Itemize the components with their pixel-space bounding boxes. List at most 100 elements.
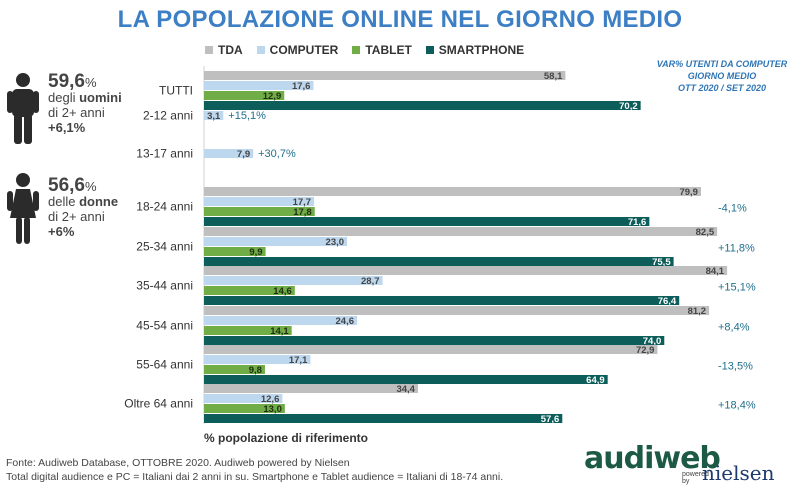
bar-tda-55-64-anni [204, 345, 658, 354]
data-label-tda-18-24-anni: 79,9 [679, 187, 698, 198]
data-label-tablet-55-64-anni: 9,8 [249, 365, 262, 376]
data-label-tablet-25-34-anni: 9,9 [249, 247, 262, 258]
legend-swatch-tablet [352, 46, 361, 54]
data-label-computer-2-12-anni: 3,1 [207, 111, 221, 122]
bar-smartphone-oltre-64-anni [204, 414, 563, 423]
legend-label-computer: COMPUTER [269, 43, 339, 57]
var-note: VAR% UTENTI DA COMPUTER GIORNO MEDIO OTT… [648, 58, 796, 94]
var-pct-2-12-anni: +15,1% [228, 110, 266, 122]
bar-tda-oltre-64-anni [204, 384, 418, 393]
bar-computer-45-54-anni [204, 316, 358, 325]
woman-icon [7, 173, 39, 244]
data-label-smartphone-35-44-anni: 76,4 [658, 296, 677, 307]
men-stat-value: 59,6 [48, 71, 85, 92]
bar-tda-tutti [204, 71, 566, 80]
bar-computer-oltre-64-anni [204, 394, 283, 403]
women-stat-age: di 2+ anni [48, 209, 105, 224]
data-label-tda-25-34-anni: 82,5 [696, 227, 715, 238]
men-stat-keyword: uomini [79, 90, 122, 105]
bar-tablet-oltre-64-anni [204, 404, 285, 413]
audiweb-nielsen-logo: audiweb powered by nielsen [584, 441, 784, 489]
var-pct-45-54-anni: +8,4% [718, 322, 750, 334]
man-icon [7, 73, 39, 144]
x-axis-label: % popolazione di riferimento [204, 431, 368, 445]
bar-computer-35-44-anni [204, 276, 383, 285]
data-label-smartphone-oltre-64-anni: 57,6 [541, 414, 560, 425]
bar-tablet-45-54-anni [204, 326, 292, 335]
data-label-tablet-18-24-anni: 17,8 [293, 207, 312, 218]
bar-smartphone-45-54-anni [204, 336, 665, 345]
category-label-25-34-anni: 25-34 anni [136, 240, 193, 254]
women-stat: 56,6% delle donne di 2+ anni +6% [48, 176, 119, 239]
bar-tda-18-24-anni [204, 187, 701, 196]
var-note-line-1: VAR% UTENTI DA COMPUTER [656, 59, 788, 69]
bar-tablet-tutti [204, 91, 285, 100]
data-label-computer-55-64-anni: 17,1 [289, 355, 308, 366]
category-label-45-54-anni: 45-54 anni [136, 319, 193, 333]
category-label-18-24-anni: 18-24 anni [136, 200, 193, 214]
chart-legend: TDA COMPUTER TABLET SMARTPHONE [205, 43, 524, 57]
data-label-tda-35-44-anni: 84,1 [706, 266, 725, 277]
category-label-55-64-anni: 55-64 anni [136, 358, 193, 372]
data-label-computer-45-54-anni: 24,6 [336, 316, 355, 327]
men-stat-change: +6,1% [48, 120, 86, 135]
data-label-smartphone-tutti: 70,2 [619, 101, 638, 112]
category-label-oltre-64-anni: Oltre 64 anni [124, 397, 193, 411]
category-label-13-17-anni: 13-17 anni [136, 147, 193, 161]
legend-swatch-smartphone [425, 46, 434, 54]
legend-label-smartphone: SMARTPHONE [438, 43, 525, 57]
bar-tablet-25-34-anni [204, 247, 266, 256]
powered-by-text: powered by [682, 471, 709, 485]
var-note-line-3: OTT 2020 / SET 2020 [677, 83, 767, 93]
legend-label-tda: TDA [218, 43, 243, 57]
bar-computer-2-12-anni [204, 111, 224, 120]
bar-tablet-55-64-anni [204, 365, 265, 374]
category-label-35-44-anni: 35-44 anni [136, 279, 193, 293]
men-stat-age: di 2+ anni [48, 105, 105, 120]
women-stat-keyword: donne [79, 194, 119, 209]
bar-tda-45-54-anni [204, 306, 710, 315]
source-note: Fonte: Audiweb Database, OTTOBRE 2020. A… [6, 456, 503, 484]
data-label-computer-13-17-anni: 7,9 [237, 149, 250, 160]
bar-computer-tutti [204, 81, 314, 90]
data-label-computer-tutti: 17,6 [292, 81, 311, 92]
data-label-tablet-oltre-64-anni: 13,0 [263, 404, 282, 415]
bar-smartphone-55-64-anni [204, 375, 608, 384]
bar-computer-18-24-anni [204, 197, 315, 206]
legend-item-smartphone: SMARTPHONE [425, 43, 525, 57]
data-label-tda-tutti: 58,1 [544, 71, 563, 82]
data-label-computer-35-44-anni: 28,7 [361, 276, 380, 287]
data-label-tablet-tutti: 12,9 [263, 91, 282, 102]
legend-label-tablet: TABLET [365, 43, 412, 57]
bar-tda-25-34-anni [204, 227, 718, 236]
data-label-smartphone-18-24-anni: 71,6 [628, 217, 647, 228]
data-label-computer-oltre-64-anni: 12,6 [261, 394, 280, 405]
nielsen-logo: nielsen [702, 461, 775, 485]
chart-title: LA POPOLAZIONE ONLINE NEL GIORNO MEDIO [117, 6, 683, 33]
var-pct-13-17-anni: +30,7% [258, 148, 296, 160]
women-stat-unit: % [84, 179, 97, 194]
data-label-tablet-35-44-anni: 14,6 [273, 286, 292, 297]
category-label-2-12-anni: 2-12 anni [143, 109, 193, 123]
bar-computer-25-34-anni [204, 237, 348, 246]
legend-swatch-computer [256, 46, 265, 54]
legend-item-tablet: TABLET [352, 43, 412, 57]
bar-tablet-18-24-anni [204, 207, 315, 216]
bar-computer-13-17-anni [204, 149, 254, 158]
bar-tda-35-44-anni [204, 266, 728, 275]
legend-swatch-tda [205, 46, 213, 54]
var-pct-18-24-anni: -4,1% [718, 203, 747, 215]
var-pct-25-34-anni: +11,8% [718, 243, 755, 255]
bar-smartphone-18-24-anni [204, 217, 650, 226]
bar-smartphone-35-44-anni [204, 296, 680, 305]
var-pct-35-44-anni: +15,1% [718, 282, 756, 294]
source-line-1: Fonte: Audiweb Database, OTTOBRE 2020. A… [6, 457, 350, 469]
bar-tablet-35-44-anni [204, 286, 295, 295]
data-label-tda-45-54-anni: 81,2 [688, 306, 707, 317]
data-label-smartphone-55-64-anni: 64,9 [586, 375, 605, 386]
data-label-computer-25-34-anni: 23,0 [326, 237, 345, 248]
category-label-tutti: TUTTI [159, 84, 193, 98]
var-pct-oltre-64-anni: +18,4% [718, 400, 756, 412]
data-label-tda-oltre-64-anni: 34,4 [396, 384, 415, 395]
